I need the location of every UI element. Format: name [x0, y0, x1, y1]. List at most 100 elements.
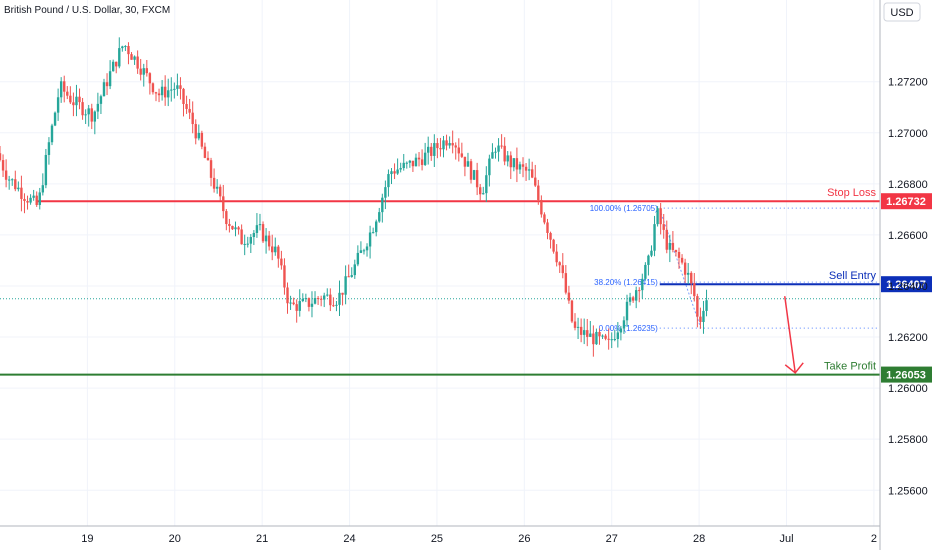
candle-body: [127, 45, 130, 55]
candle-body: [157, 93, 161, 96]
candle-body: [271, 246, 274, 253]
candle-body: [509, 155, 512, 168]
candle-body: [93, 111, 97, 122]
candle-body: [173, 88, 176, 90]
candle-body: [665, 229, 668, 250]
candle-body: [20, 187, 23, 199]
candle-body: [653, 224, 656, 251]
candle-body: [558, 262, 561, 266]
candle-body: [371, 232, 375, 234]
level-price-tag: [881, 193, 932, 210]
candle-body: [341, 292, 344, 295]
candle-body: [378, 212, 381, 222]
candle-body: [680, 257, 684, 263]
fib-level-label: 100.00% (1.26705): [590, 204, 658, 213]
currency-label[interactable]: USD: [890, 7, 913, 19]
candle-body: [188, 108, 191, 113]
candle-body: [154, 92, 158, 94]
candle-body: [350, 275, 353, 277]
candle-body: [411, 160, 415, 167]
fib-level-label: 0.00% (1.26235): [599, 324, 658, 333]
candle-body: [445, 140, 448, 146]
candle-body: [469, 161, 473, 180]
candle-body: [203, 146, 207, 158]
candle-body: [662, 224, 665, 230]
candle-body: [41, 185, 45, 193]
candle-body: [267, 235, 271, 247]
candle-body: [485, 175, 488, 194]
currency-button[interactable]: USD: [883, 2, 921, 22]
candle-body: [408, 160, 412, 163]
candle-body: [515, 158, 519, 170]
candle-body: [307, 298, 311, 307]
candle-body: [200, 132, 204, 147]
candle-body: [130, 54, 133, 60]
candle-body: [592, 333, 595, 345]
candle-body: [527, 169, 531, 171]
candle-body: [99, 96, 103, 104]
candle-body: [255, 225, 259, 233]
candle-body: [7, 179, 11, 181]
level-label: Sell Entry: [829, 270, 877, 282]
candle-body: [87, 108, 90, 115]
candle-body: [197, 132, 201, 139]
candle-body: [478, 187, 482, 195]
candle-body: [393, 171, 396, 174]
time-axis[interactable]: 19 20 21 24 25 26 27 28 Jul 2: [0, 525, 880, 545]
candle-body: [604, 335, 607, 339]
candle-body: [647, 255, 650, 265]
candle-body: [619, 328, 623, 333]
candle-body: [277, 246, 280, 259]
candle-body: [237, 227, 240, 230]
candle-body: [14, 179, 17, 190]
candle-body: [362, 250, 366, 252]
candle-body: [274, 246, 277, 253]
y-tick-label: 1.26200: [888, 332, 928, 344]
candle-body: [56, 97, 60, 113]
candle-body: [423, 152, 427, 165]
candle-body: [292, 302, 295, 305]
candle-body: [47, 142, 51, 155]
candle-body: [29, 197, 32, 203]
candle-body: [702, 310, 705, 322]
level-price-tag-text: 1.26407: [886, 279, 926, 291]
candle-body: [313, 298, 317, 304]
candlesticks: [0, 37, 708, 357]
candle-body: [601, 335, 604, 337]
price-axis[interactable]: 1.27200 1.27000 1.26800 1.26600 1.26400 1.262…: [879, 0, 928, 550]
candle-body: [589, 333, 592, 337]
candle-body: [365, 246, 369, 251]
candle-body: [500, 145, 503, 147]
candle-body: [506, 155, 509, 162]
candle-body: [304, 298, 308, 300]
candle-body: [295, 304, 298, 311]
candle-body: [90, 108, 93, 122]
candle-body: [439, 148, 442, 150]
candle-body: [610, 339, 613, 341]
level-label: Take Profit: [824, 361, 876, 373]
candle-body: [677, 251, 681, 258]
candle-body: [573, 321, 577, 328]
candle-body: [699, 316, 702, 322]
candle-body: [356, 252, 360, 265]
candle-body: [381, 197, 384, 213]
candle-body: [402, 162, 405, 169]
level-price-tag: [881, 276, 932, 293]
candle-body: [537, 185, 540, 200]
x-tick-label: 26: [518, 533, 530, 545]
candle-body: [310, 303, 314, 307]
candle-body: [570, 300, 574, 322]
candle-body: [191, 112, 194, 125]
candle-body: [634, 290, 638, 301]
y-tick-label: 1.26000: [888, 383, 928, 395]
level-label: Stop Loss: [827, 187, 876, 199]
candle-body: [240, 229, 243, 245]
candle-body: [638, 290, 641, 292]
candle-body: [234, 227, 237, 230]
currency-button-frame[interactable]: [883, 2, 921, 22]
candle-body: [231, 225, 234, 230]
candle-body: [368, 232, 372, 247]
y-tick-label: 1.26400: [888, 281, 928, 293]
y-tick-label: 1.27200: [888, 77, 928, 89]
